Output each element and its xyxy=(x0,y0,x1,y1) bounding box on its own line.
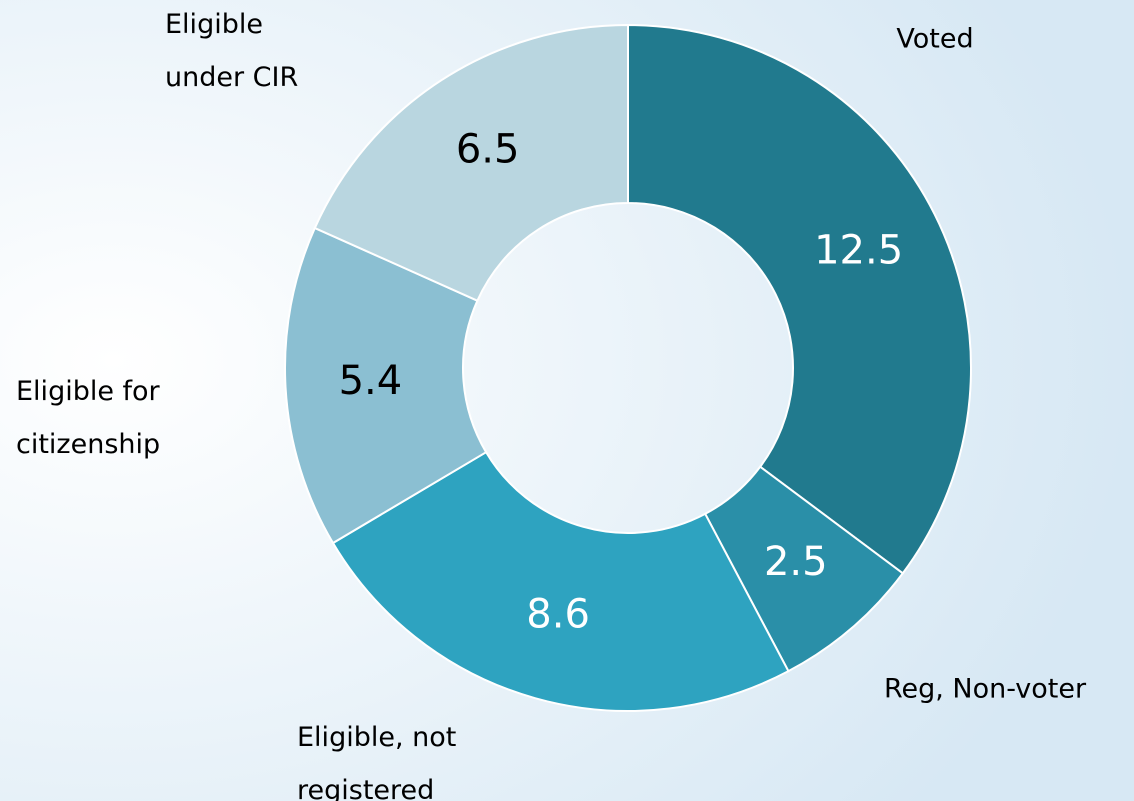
category-label: Reg, Non-voter xyxy=(884,674,1087,705)
value-label: 12.5 xyxy=(814,227,903,273)
category-label: Eligible under CIR xyxy=(165,9,298,93)
donut-segment xyxy=(313,23,629,302)
donut-segment xyxy=(627,23,972,575)
category-label: Eligible for citizenship xyxy=(16,376,161,460)
value-label: 5.4 xyxy=(339,358,403,404)
value-label: 2.5 xyxy=(764,539,828,585)
value-label: 8.6 xyxy=(526,591,590,637)
category-label: Eligible, not registered xyxy=(297,722,456,801)
value-label: 6.5 xyxy=(456,127,520,173)
donut-segment xyxy=(284,226,488,545)
donut-segment xyxy=(331,450,790,712)
category-label: Voted xyxy=(896,24,973,55)
